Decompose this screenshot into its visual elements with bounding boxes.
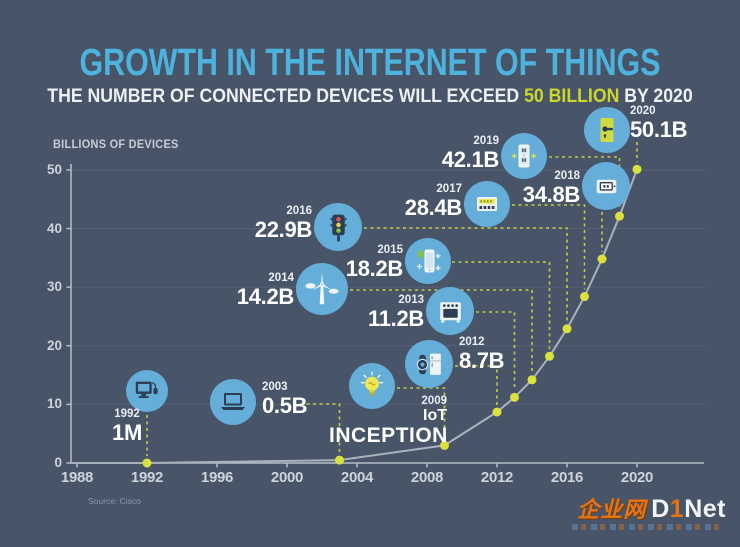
milestone-value-label: 50.1B — [630, 116, 688, 142]
desktop-computer-icon — [126, 370, 168, 412]
wind-turbine-icon — [296, 263, 348, 315]
y-axis-title: BILLIONS OF DEVICES — [53, 139, 179, 151]
y-axis-tick-label: 20 — [46, 337, 62, 353]
watermark-tagline — [572, 524, 724, 530]
milestone-value-label: 11.2B — [368, 305, 424, 331]
milestone-year-label: 2014 — [268, 272, 294, 284]
milestone-value-label: 1M — [112, 419, 142, 445]
y-axis-tick-label: 40 — [46, 220, 62, 236]
milestone-value-label: 34.8B — [522, 181, 581, 207]
x-axis-tick-label: 1992 — [130, 469, 164, 486]
subtitle-text-end: BY 2020 — [619, 86, 693, 107]
power-outlet-icon — [501, 133, 547, 179]
milestone-year-label: 2016 — [286, 205, 312, 217]
milestone-value-label: 42.1B — [441, 146, 500, 172]
x-axis-tick-label: 2016 — [550, 469, 584, 486]
watermark-latin-text: D1Net — [651, 495, 726, 523]
source-note: Source: Cisco — [88, 496, 141, 506]
milestone-year-label: 1992 — [114, 408, 140, 420]
milestone-year-label: 2009 — [421, 395, 447, 407]
traffic-light-icon — [314, 203, 362, 251]
watermark-cn-text: 企业网 — [577, 497, 647, 522]
x-axis-tick-label: 2000 — [270, 469, 304, 486]
subtitle-text: THE NUMBER OF CONNECTED DEVICES WILL EXC… — [47, 86, 525, 107]
milestone-value-label: 28.4B — [404, 194, 463, 220]
smart-door-lock-icon — [584, 107, 630, 153]
x-axis-tick-label: 2008 — [410, 469, 444, 486]
watermark-logo: 企业网 D1Net — [577, 492, 726, 524]
laptop-icon — [210, 379, 256, 425]
smart-meter-panel-icon — [464, 181, 510, 227]
y-axis-tick-label: 50 — [46, 161, 62, 177]
milestone-value-label: 18.2B — [345, 255, 404, 281]
subtitle-highlight: 50 BILLION — [524, 86, 620, 107]
milestone-value-label: 22.9B — [254, 216, 313, 242]
milestone-value-label: 8.7B — [459, 347, 505, 373]
milestone-year-label: 2019 — [473, 135, 499, 147]
milestone-label-inception: INCEPTION — [329, 424, 448, 448]
milestone-label-iot: IoT — [423, 406, 447, 424]
x-axis-tick-label: 2020 — [620, 469, 654, 486]
milestone-year-label: 2017 — [436, 183, 462, 195]
x-axis-tick-label: 1988 — [60, 469, 94, 486]
thermostat-icon — [582, 162, 630, 210]
page-subtitle: THE NUMBER OF CONNECTED DEVICES WILL EXC… — [26, 86, 714, 108]
milestone-year-label: 2003 — [262, 381, 288, 393]
milestone-value-label: 14.2B — [236, 283, 295, 309]
smartphone-icon — [405, 238, 451, 284]
x-axis-tick-label: 1996 — [200, 469, 234, 486]
y-axis-tick-label: 0 — [54, 455, 62, 470]
milestone-year-label: 2013 — [398, 294, 424, 306]
y-axis-tick-label: 30 — [46, 279, 62, 295]
x-axis-tick-label: 2004 — [340, 469, 374, 486]
milestone-year-label: 2018 — [554, 170, 580, 182]
oven-icon — [426, 287, 474, 335]
smartwatch-refrigerator-icon — [405, 340, 453, 388]
page-title: GROWTH IN THE INTERNET OF THINGS — [79, 42, 661, 84]
milestone-value-label: 0.5B — [262, 392, 308, 418]
milestone-year-label: 2015 — [377, 244, 403, 256]
milestone-year-label: 2012 — [459, 336, 485, 348]
milestone-year-label: 2020 — [630, 105, 656, 117]
y-axis-tick-label: 10 — [46, 396, 62, 412]
lightbulb-icon — [349, 363, 395, 409]
x-axis-tick-label: 2012 — [480, 469, 514, 486]
